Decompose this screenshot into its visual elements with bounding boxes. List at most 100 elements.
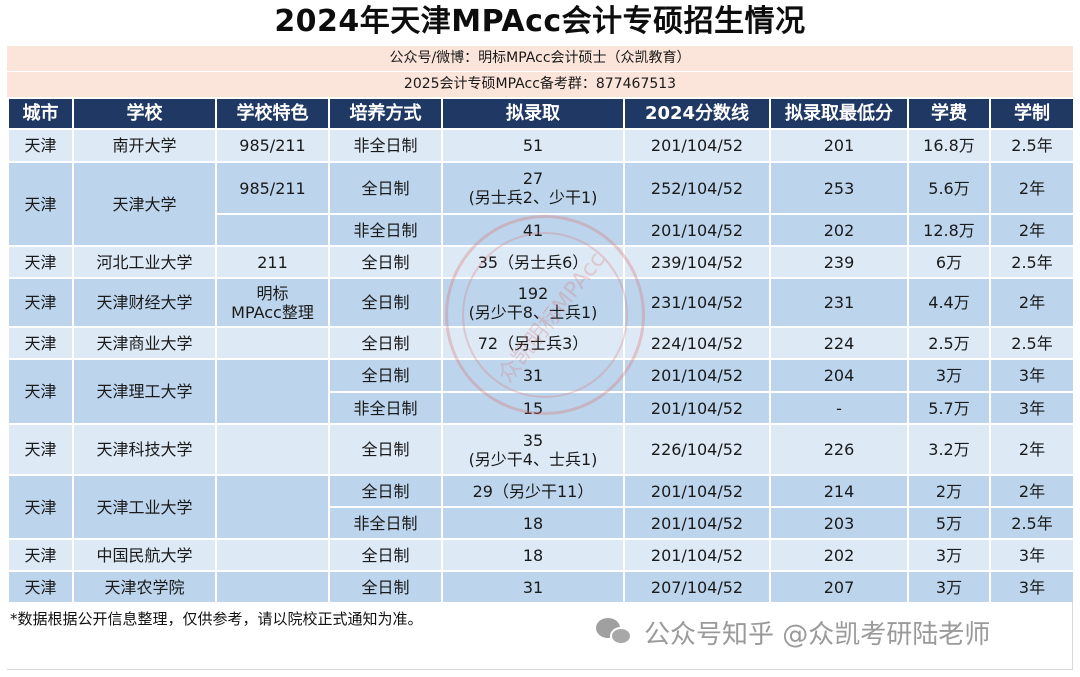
cell-school: 天津大学: [72, 161, 217, 247]
cell-admitted: 72（另士兵3）: [441, 326, 625, 360]
cell-mode: 全日制: [328, 326, 443, 360]
footer-watermark-text: 公众号知乎 @众凯考研陆老师: [644, 619, 991, 650]
header-school: 学校: [72, 97, 217, 130]
cell-mode: 非全日制: [328, 213, 443, 247]
admitted-count: 35: [522, 430, 544, 450]
cell-score-line: 224/104/52: [623, 326, 771, 360]
cell-score-line: 201/104/52: [623, 391, 771, 425]
cell-min-score: 201: [769, 128, 909, 163]
table-row: 天津 天津农学院 全日制 31 207/104/52 207 3万 3年: [7, 570, 1075, 604]
header-feature: 学校特色: [215, 97, 330, 130]
cell-city: 天津: [7, 161, 74, 247]
cell-feature: 985/211: [215, 128, 330, 163]
cell-years: 3年: [989, 391, 1075, 425]
cell-min-score: 231: [769, 277, 909, 328]
cell-fee: 4.4万: [907, 277, 991, 328]
cell-score-line: 207/104/52: [623, 570, 771, 604]
footer-watermark: 公众号知乎 @众凯考研陆老师: [596, 612, 990, 652]
cell-admitted: 35（另士兵6）: [441, 245, 625, 279]
cell-feature: 211: [215, 245, 330, 279]
admitted-count: 192: [517, 283, 549, 303]
cell-feature: [215, 326, 330, 360]
header-mode: 培养方式: [328, 97, 443, 130]
cell-fee: 3.2万: [907, 423, 991, 476]
header-city: 城市: [7, 97, 74, 130]
header-years: 学制: [989, 97, 1075, 130]
cell-min-score: 207: [769, 570, 909, 604]
cell-admitted: 18: [441, 506, 625, 540]
cell-mode: 全日制: [328, 474, 443, 508]
table-row: 非全日制 41 201/104/52 202 12.8万 2年: [8, 213, 1075, 247]
cell-mode: 非全日制: [328, 128, 443, 163]
cell-mode: 全日制: [328, 570, 443, 604]
cell-min-score: 224: [769, 326, 909, 360]
cell-admitted: 18: [441, 538, 625, 572]
cell-years: 2年: [989, 161, 1075, 215]
cell-score-line: 201/104/52: [623, 538, 771, 572]
cell-years: 3年: [989, 358, 1075, 393]
cell-score-line: 252/104/52: [623, 161, 771, 215]
cell-feature: [215, 358, 330, 425]
cell-feature: [215, 538, 330, 572]
cell-fee: 3万: [907, 538, 991, 572]
table-row: 天津 天津商业大学 全日制 72（另士兵3） 224/104/52 224 2.…: [7, 326, 1075, 360]
cell-feature: [215, 423, 330, 476]
table-row: 非全日制 15 201/104/52 - 5.7万 3年: [8, 391, 1075, 425]
cell-admitted: 15: [441, 391, 625, 425]
cell-city: 天津: [7, 474, 74, 540]
feature-line-2: MPAcc整理: [231, 302, 314, 322]
admitted-count: 27: [522, 169, 544, 188]
cell-years: 2.5年: [989, 506, 1075, 540]
cell-feature: 明标 MPAcc整理: [215, 277, 330, 328]
wechat-icon: [596, 616, 636, 648]
cell-fee: 5.7万: [907, 391, 991, 425]
cell-school: 南开大学: [72, 128, 217, 163]
cell-years: 2.5年: [989, 245, 1075, 279]
cell-fee: 16.8万: [907, 128, 991, 163]
cell-school: 天津科技大学: [72, 423, 217, 476]
cell-fee: 5.6万: [907, 161, 991, 215]
admitted-extra: (另少干8、士兵1): [468, 302, 598, 322]
cell-city: 天津: [7, 277, 74, 328]
info-study-group: 2025会计专硕MPAcc备考群：877467513: [7, 72, 1073, 97]
cell-years: 2年: [989, 474, 1075, 508]
cell-fee: 2.5万: [907, 326, 991, 360]
cell-feature: 985/211: [215, 161, 330, 215]
cell-min-score: 214: [769, 474, 909, 508]
cell-score-line: 231/104/52: [623, 277, 771, 328]
cell-min-score: 203: [769, 506, 909, 540]
cell-admitted: 51: [441, 128, 625, 163]
cell-admitted: 31: [441, 570, 625, 604]
cell-city: 天津: [7, 538, 74, 572]
table-row: 天津 天津财经大学 明标 MPAcc整理 全日制 192 (另少干8、士兵1) …: [7, 277, 1075, 328]
cell-city: 天津: [7, 358, 74, 425]
table-row: 天津 天津科技大学 全日制 35 (另少干4、士兵1) 226/104/52 2…: [7, 423, 1075, 476]
cell-admitted: 192 (另少干8、士兵1): [441, 277, 625, 328]
cell-school: 河北工业大学: [72, 245, 217, 279]
cell-fee: 5万: [907, 506, 991, 540]
cell-city: 天津: [7, 128, 74, 163]
cell-mode: 非全日制: [328, 506, 443, 540]
cell-mode: 全日制: [328, 277, 443, 328]
header-admitted: 拟录取: [441, 97, 625, 130]
cell-city: 天津: [7, 245, 74, 279]
cell-school: 天津工业大学: [72, 474, 217, 540]
cell-city: 天津: [7, 423, 74, 476]
cell-score-line: 201/104/52: [623, 474, 771, 508]
cell-min-score: 202: [769, 538, 909, 572]
cell-score-line: 201/104/52: [623, 358, 771, 393]
cell-school: 天津理工大学: [72, 358, 217, 425]
cell-min-score: 253: [769, 161, 909, 215]
cell-school: 天津农学院: [72, 570, 217, 604]
table-row: 天津 中国民航大学 全日制 18 201/104/52 202 3万 3年: [7, 538, 1075, 572]
cell-admitted: 29（另少干11）: [441, 474, 625, 508]
cell-min-score: -: [769, 391, 909, 425]
cell-fee: 6万: [907, 245, 991, 279]
cell-years: 3年: [989, 538, 1075, 572]
cell-years: 2年: [989, 277, 1075, 328]
info-wechat-weibo: 公众号/微博：明标MPAcc会计硕士（众凯教育）: [7, 46, 1073, 71]
cell-score-line: 201/104/52: [623, 506, 771, 540]
cell-min-score: 226: [769, 423, 909, 476]
cell-years: 3年: [989, 570, 1075, 604]
cell-feature: [215, 474, 330, 540]
